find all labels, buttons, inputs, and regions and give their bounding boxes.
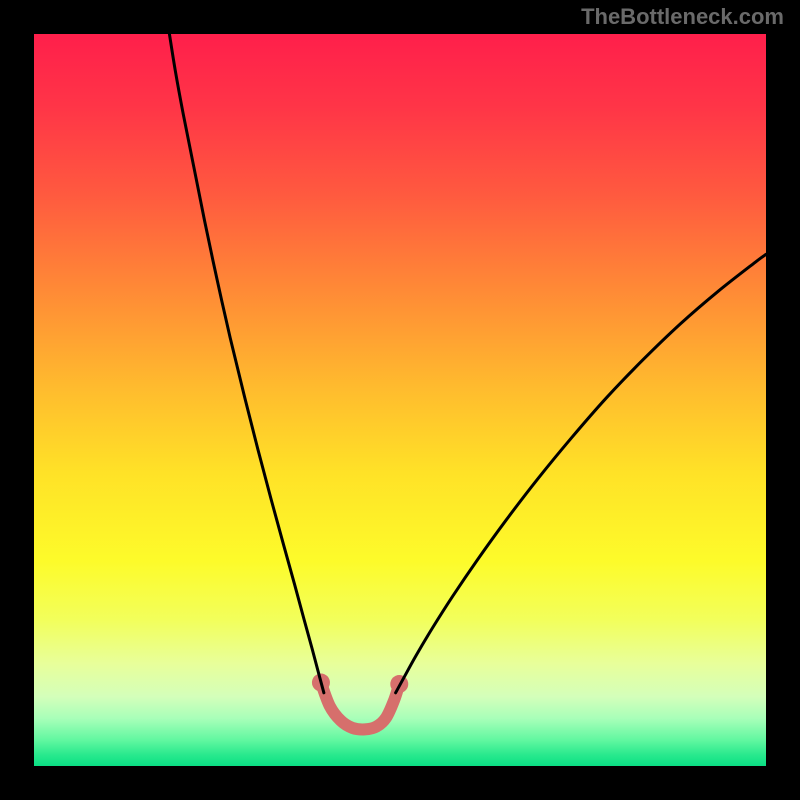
border-left	[0, 0, 34, 800]
border-bottom	[0, 766, 800, 800]
border-right	[766, 0, 800, 800]
bottleneck-chart: TheBottleneck.com	[0, 0, 800, 800]
watermark-text: TheBottleneck.com	[581, 4, 784, 29]
chart-background-gradient	[34, 34, 766, 766]
